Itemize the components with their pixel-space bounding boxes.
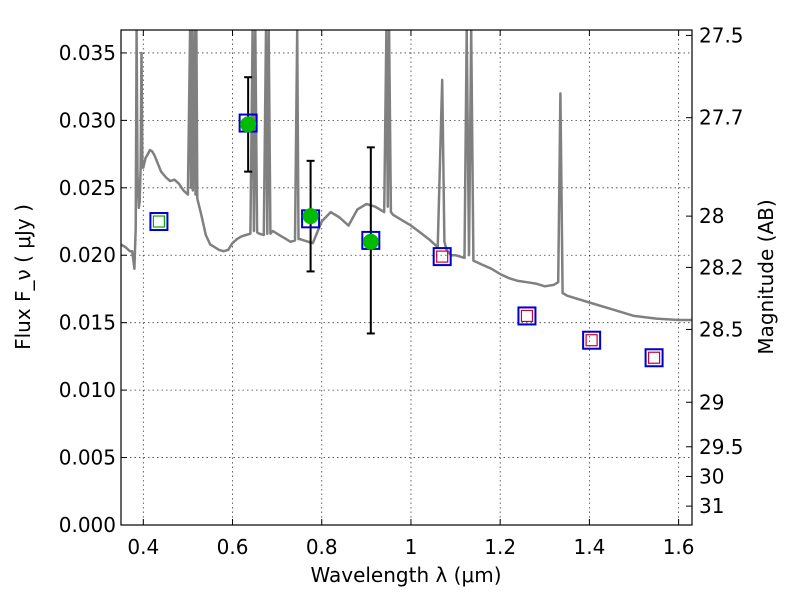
x-tick-label: 1.2 bbox=[484, 535, 516, 559]
y-tick-label: 0.020 bbox=[59, 243, 116, 267]
model-point-inner-square bbox=[585, 334, 598, 347]
y2-tick-label: 28.5 bbox=[699, 317, 744, 341]
x-axis-label: Wavelength λ (μm) bbox=[310, 563, 501, 587]
y2-tick-label: 29.5 bbox=[699, 435, 744, 459]
plot-area bbox=[121, 30, 692, 368]
y2-tick-label: 29 bbox=[699, 390, 724, 414]
model-point-blue-square bbox=[149, 212, 169, 232]
plot-frame bbox=[120, 29, 693, 526]
x-tick-label: 1 bbox=[405, 535, 418, 559]
x-tick-label: 0.4 bbox=[127, 535, 159, 559]
model-point-inner-square bbox=[152, 215, 166, 228]
model-point-blue-square bbox=[432, 247, 452, 267]
model-point-blue-square bbox=[517, 306, 537, 326]
y2-tick-label: 27.5 bbox=[699, 23, 744, 47]
model-point-blue-square bbox=[644, 348, 664, 368]
x-tick-label: 1.6 bbox=[663, 535, 695, 559]
model-point-inner-square bbox=[436, 250, 449, 263]
observed-point bbox=[302, 208, 319, 225]
observed-point bbox=[362, 233, 379, 250]
grid bbox=[121, 30, 692, 526]
y-tick-label: 0.035 bbox=[59, 41, 116, 65]
model-sed-line bbox=[121, 30, 692, 322]
y-tick-label: 0.000 bbox=[59, 513, 116, 537]
y-tick-label: 0.015 bbox=[59, 311, 116, 335]
model-point-inner-square bbox=[647, 351, 661, 364]
x-tick-label: 0.8 bbox=[306, 535, 338, 559]
y2-tick-label: 28 bbox=[699, 204, 724, 228]
y-tick-label: 0.005 bbox=[59, 446, 116, 470]
y-tick-label: 0.030 bbox=[59, 108, 116, 132]
y-tick-label: 0.025 bbox=[59, 176, 116, 200]
y2-tick-label: 31 bbox=[699, 494, 724, 518]
model-point-inner-square bbox=[520, 309, 534, 323]
observed-point bbox=[240, 116, 257, 133]
y2-tick-label: 28.2 bbox=[699, 255, 744, 279]
y2-axis-label: Magnitude (AB) bbox=[754, 199, 778, 354]
model-point-blue-square bbox=[582, 330, 602, 350]
x-tick-label: 0.6 bbox=[217, 535, 249, 559]
y2-tick-label: 30 bbox=[699, 464, 724, 488]
ticks: 0.4 0.6 0.8 1 1.2 1.4 1.6 0.000 0.005 0.010 0.015 0… bbox=[59, 23, 744, 559]
y-tick-label: 0.010 bbox=[59, 378, 116, 402]
x-tick-label: 1.4 bbox=[573, 535, 605, 559]
y2-tick-label: 27.7 bbox=[699, 106, 744, 130]
y-axis-label: Flux F_ν ( μJy ) bbox=[11, 204, 35, 350]
